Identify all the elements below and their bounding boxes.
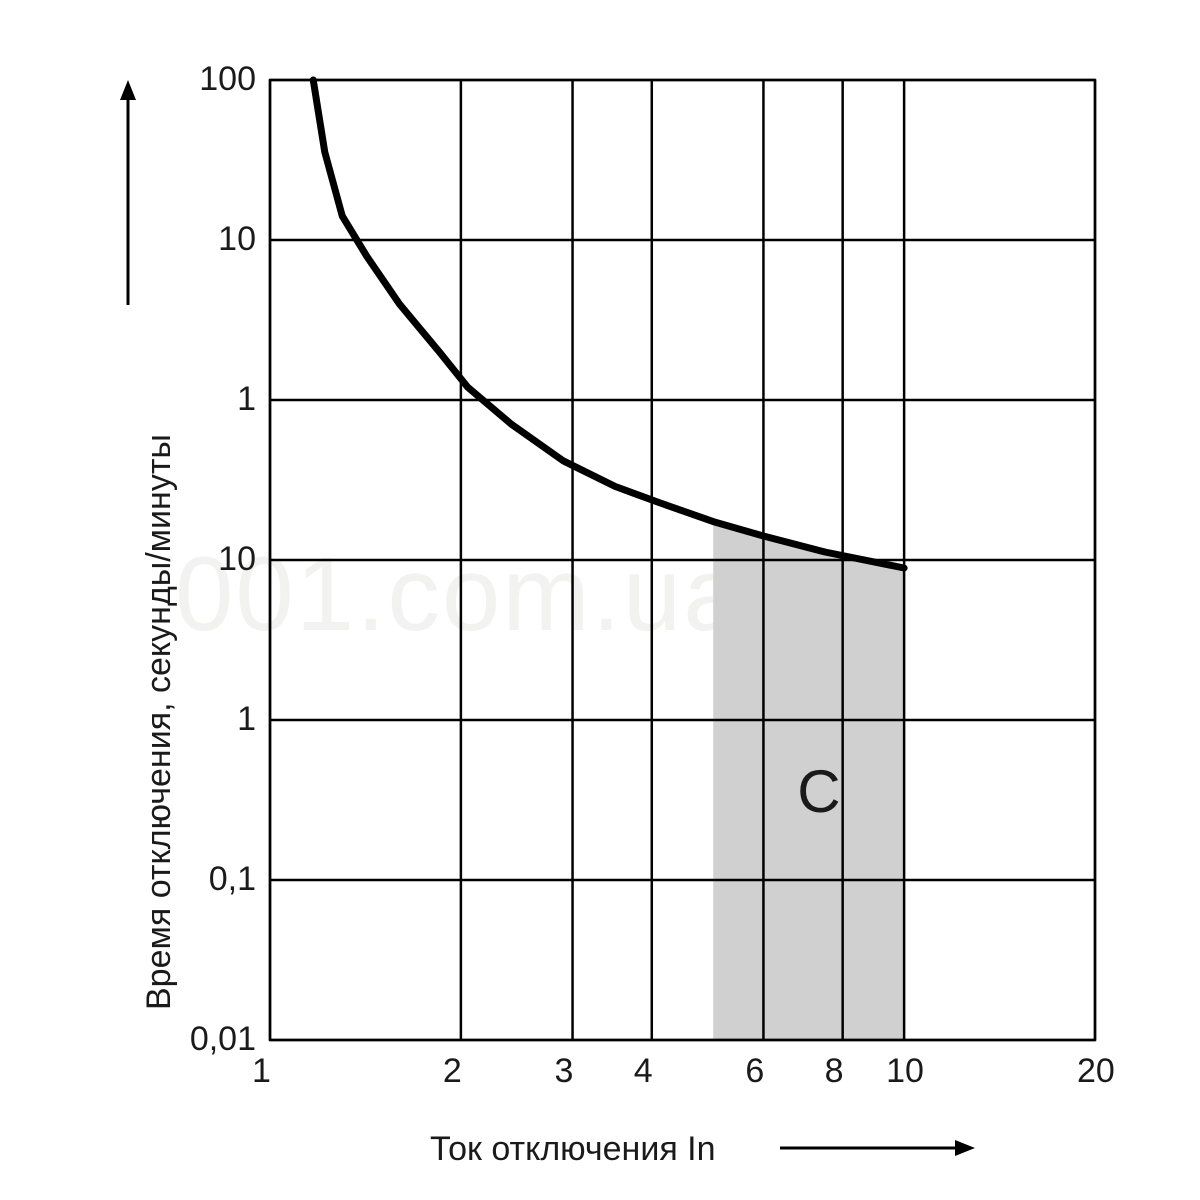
x-axis-label: Ток отключения In xyxy=(430,1130,716,1169)
y-tick-label: 1 xyxy=(166,380,256,419)
x-tick-label: 20 xyxy=(1077,1052,1115,1091)
x-tick-label: 6 xyxy=(745,1052,764,1091)
y-tick-label: 10 xyxy=(166,220,256,259)
x-tick-label: 3 xyxy=(555,1052,574,1091)
region-label: C xyxy=(797,757,840,826)
y-tick-label: 0,1 xyxy=(166,860,256,899)
y-tick-label: 100 xyxy=(166,60,256,99)
y-axis-label: Время отключения, секунды/минуты xyxy=(140,434,179,1010)
x-tick-label: 4 xyxy=(634,1052,653,1091)
x-tick-label: 1 xyxy=(252,1052,271,1091)
x-tick-label: 10 xyxy=(886,1052,924,1091)
x-tick-label: 8 xyxy=(825,1052,844,1091)
y-tick-label: 1 xyxy=(166,700,256,739)
x-tick-label: 2 xyxy=(443,1052,462,1091)
chart-container: 001.com.ua 0,010,1110110100 1234681020 C… xyxy=(0,0,1200,1200)
x-axis-arrow-icon xyxy=(780,1128,980,1168)
y-axis-arrow-icon xyxy=(108,80,148,310)
y-tick-label: 10 xyxy=(166,540,256,579)
y-tick-label: 0,01 xyxy=(166,1020,256,1059)
